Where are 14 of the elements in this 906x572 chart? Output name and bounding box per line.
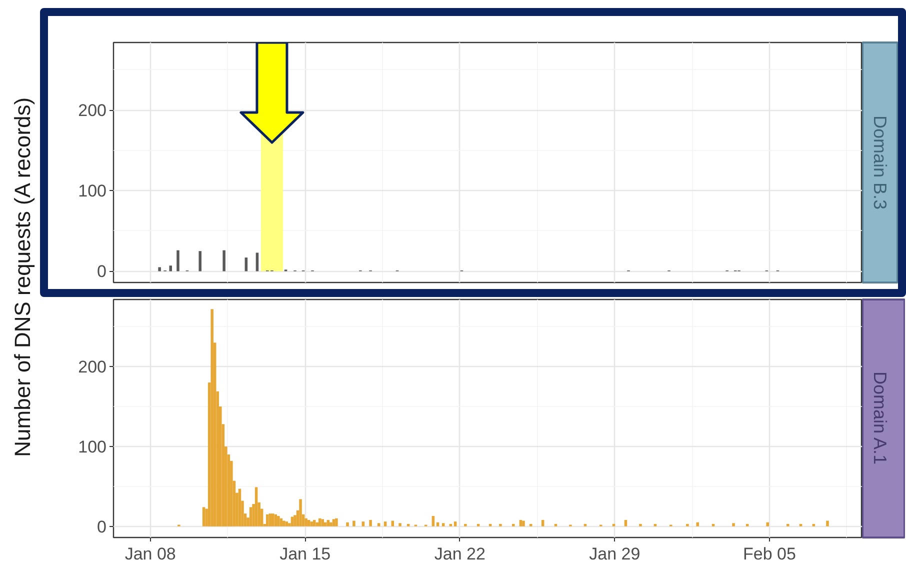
x-tick-label: Jan 29 [589, 544, 640, 564]
y-axis-title: Number of DNS requests (A records) [10, 97, 35, 457]
text: Domain A.1 [870, 371, 890, 465]
y-tick-label: 100 [78, 182, 107, 201]
y-tick-label: 0 [97, 517, 107, 536]
x-tick-label: Feb 05 [742, 544, 796, 564]
y-tick-label: 100 [78, 437, 107, 456]
y-tick-label: 200 [78, 358, 107, 377]
x-tick-label: Jan 08 [124, 544, 176, 564]
x-tick-label: Jan 15 [280, 544, 331, 564]
text: Domain B.3 [870, 115, 890, 210]
y-tick-label: 0 [97, 262, 107, 282]
y-tick-label: 200 [78, 101, 107, 120]
x-tick-label: Jan 22 [434, 544, 486, 564]
